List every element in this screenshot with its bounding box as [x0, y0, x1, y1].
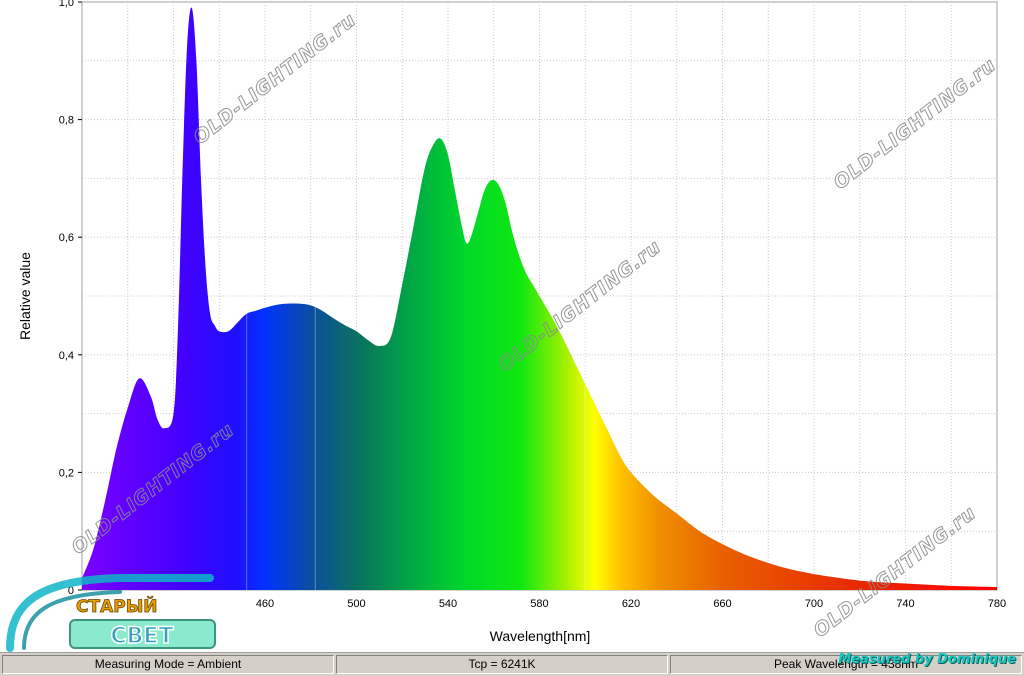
x-tick-label: 660	[713, 598, 731, 610]
spectrum-area	[82, 7, 997, 590]
y-tick-label: 0,8	[59, 115, 74, 127]
x-axis-title: Wavelength[nm]	[490, 628, 591, 644]
logo-line1: СТАРЫЙ	[76, 595, 158, 617]
x-tick-label: 460	[256, 598, 274, 610]
x-tick-label: 620	[622, 598, 640, 610]
x-tick-label: 740	[896, 598, 914, 610]
y-tick-label: 0	[68, 585, 74, 597]
y-axis: 0 0,2 0,4 0,6 0,8 1,0	[59, 0, 82, 597]
stary-svet-logo: СТАРЫЙ СВЕТ	[6, 574, 216, 652]
x-tick-label: 780	[988, 598, 1006, 610]
status-tcp: Tcp = 6241K	[336, 655, 668, 674]
x-tick-label: 540	[439, 598, 457, 610]
y-tick-label: 0,6	[59, 232, 74, 244]
status-peak: Peak Wavelength = 438nm	[670, 655, 1022, 674]
logo-line2: СВЕТ	[111, 624, 174, 649]
y-tick-label: 0,4	[59, 350, 74, 362]
series-area	[82, 7, 997, 590]
x-tick-label: 580	[530, 598, 548, 610]
status-bar: Measuring Mode = Ambient Tcp = 6241K Pea…	[0, 652, 1024, 676]
y-axis-title: Relative value	[17, 252, 33, 340]
x-tick-label: 500	[347, 598, 365, 610]
x-axis: 460 500 540 580 620 660 700 740 780	[256, 598, 1006, 610]
y-tick-label: 0,2	[59, 467, 74, 479]
status-measuring-mode: Measuring Mode = Ambient	[2, 655, 334, 674]
credit-text: Measured by Dominique	[838, 652, 1016, 667]
spectrum-chart: OLD-LIGHTING.ru OLD-LIGHTING.ruOLD-LIGHTI…	[17, 0, 1006, 644]
y-tick-label: 1,0	[59, 0, 74, 9]
x-tick-label: 700	[805, 598, 823, 610]
